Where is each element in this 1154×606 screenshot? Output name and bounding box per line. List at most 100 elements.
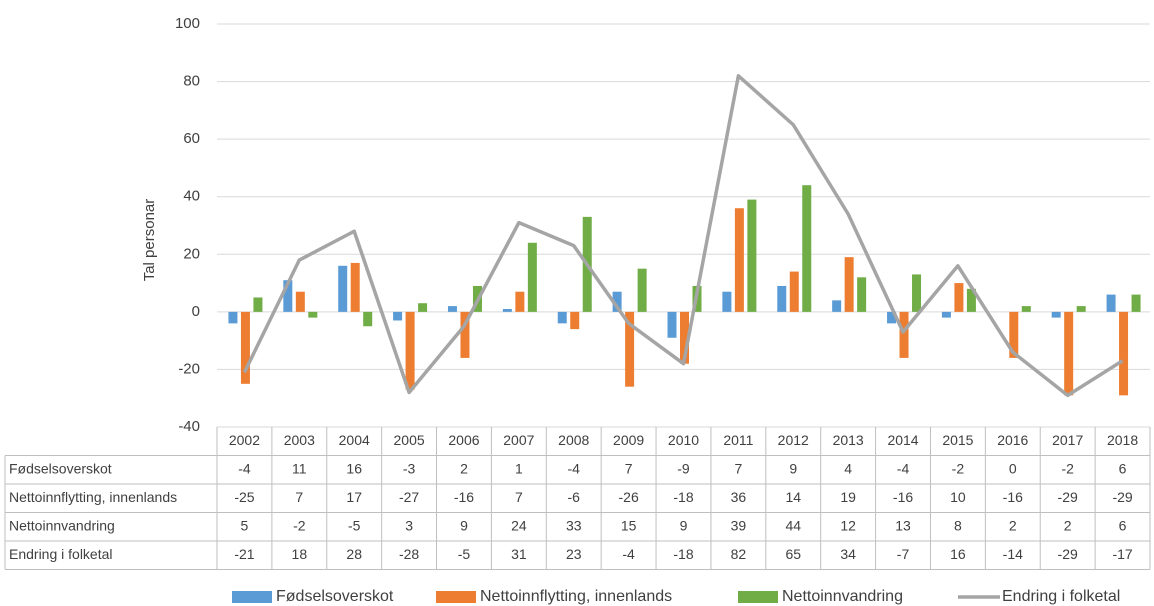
bar <box>338 265 348 312</box>
bar <box>637 268 647 312</box>
table-cell: 34 <box>840 546 856 562</box>
x-tick-label: 2014 <box>887 432 918 448</box>
bar <box>680 311 689 364</box>
table-cell: -28 <box>399 546 419 562</box>
bar <box>240 311 250 384</box>
table-cell: 8 <box>954 517 962 533</box>
legend-swatch <box>738 591 778 603</box>
table-cell: -16 <box>1003 489 1023 505</box>
bar <box>941 311 951 318</box>
table-cell: 18 <box>292 546 308 562</box>
x-tick-label: 2002 <box>229 432 260 448</box>
y-tick-label: 100 <box>175 15 200 32</box>
bar <box>777 285 787 312</box>
bar <box>363 311 373 327</box>
table-cell: 13 <box>895 517 911 533</box>
x-tick-label: 2011 <box>723 432 753 448</box>
table-cell: 0 <box>1009 460 1017 476</box>
y-tick-label: -40 <box>178 418 200 435</box>
bar <box>557 311 567 324</box>
x-tick-label: 2010 <box>668 432 699 448</box>
table-cell: -29 <box>1112 489 1132 505</box>
legend-label: Nettoinnvandring <box>782 588 903 605</box>
table-cell: -25 <box>234 489 254 505</box>
bar <box>1076 306 1086 312</box>
x-tick-label: 2018 <box>1107 432 1138 448</box>
y-tick-label: 60 <box>183 130 200 147</box>
bar <box>460 311 470 358</box>
bar <box>502 308 512 312</box>
table-row-label: Endring i folketal <box>9 546 113 562</box>
x-tick-label: 2004 <box>339 432 370 448</box>
table-cell: -26 <box>619 489 639 505</box>
table-cell: 7 <box>625 460 633 476</box>
legend-label: Endring i folketal <box>1002 588 1120 605</box>
table-cell: 11 <box>292 460 307 476</box>
table-cell: -29 <box>1058 489 1078 505</box>
y-tick-label: 80 <box>183 73 200 90</box>
bar <box>1009 311 1019 358</box>
line <box>242 74 1124 398</box>
table-cell: -18 <box>673 489 693 505</box>
bar <box>612 291 622 312</box>
bar <box>747 199 757 312</box>
table-row-label: Nettoinnvandring <box>9 517 115 533</box>
bar <box>308 311 318 318</box>
table-cell: 28 <box>346 546 362 562</box>
table-cell: -2 <box>952 460 965 476</box>
table-cell: -27 <box>399 489 419 505</box>
y-tick-label: -20 <box>178 360 200 377</box>
bar <box>887 311 897 324</box>
x-tick-label: 2009 <box>613 432 644 448</box>
x-tick-label: 2007 <box>503 432 534 448</box>
bar <box>350 262 360 312</box>
y-tick-label: 0 <box>192 303 200 320</box>
bar <box>734 208 744 312</box>
table-cell: 9 <box>789 460 797 476</box>
table-cell: 14 <box>785 489 801 505</box>
table-cell: -2 <box>293 517 306 533</box>
table-cell: 3 <box>405 517 413 533</box>
table-cell: 33 <box>566 517 582 533</box>
bar <box>625 311 635 387</box>
table-cell: 6 <box>1119 460 1127 476</box>
x-tick-label: 2005 <box>394 432 425 448</box>
table-cell: -6 <box>568 489 581 505</box>
bar <box>228 311 238 324</box>
table-cell: 6 <box>1119 517 1127 533</box>
y-tick-label: 20 <box>183 245 200 262</box>
table-cell: 4 <box>844 460 852 476</box>
table-cell: 23 <box>566 546 582 562</box>
bar <box>253 297 263 312</box>
bar <box>789 271 799 312</box>
table-cell: -5 <box>458 546 471 562</box>
table-cell: -17 <box>1112 546 1132 562</box>
x-tick-label: 2015 <box>942 432 973 448</box>
bar <box>1131 294 1141 312</box>
table-cell: 2 <box>1064 517 1072 533</box>
bar <box>283 280 293 312</box>
bar <box>418 303 428 312</box>
x-tick-label: 2003 <box>284 432 315 448</box>
x-tick-label: 2008 <box>558 432 589 448</box>
bar <box>844 257 854 312</box>
table-cell: 10 <box>950 489 966 505</box>
legend-label: Fødselsoverskot <box>276 588 394 605</box>
bar <box>802 185 812 312</box>
bar <box>1119 311 1129 396</box>
table-cell: 19 <box>840 489 856 505</box>
table-cell: 16 <box>346 460 362 476</box>
table-cell: 2 <box>1009 517 1017 533</box>
bar <box>667 311 677 338</box>
bar <box>1064 311 1074 396</box>
bar <box>1106 294 1116 312</box>
legend-swatch <box>436 591 476 603</box>
table-cell: -16 <box>454 489 474 505</box>
bar <box>570 311 580 330</box>
table-cell: 5 <box>241 517 249 533</box>
bar <box>857 277 867 312</box>
bar <box>954 283 964 312</box>
bar <box>722 291 732 312</box>
x-tick-label: 2017 <box>1052 432 1083 448</box>
table-cell: 39 <box>731 517 747 533</box>
